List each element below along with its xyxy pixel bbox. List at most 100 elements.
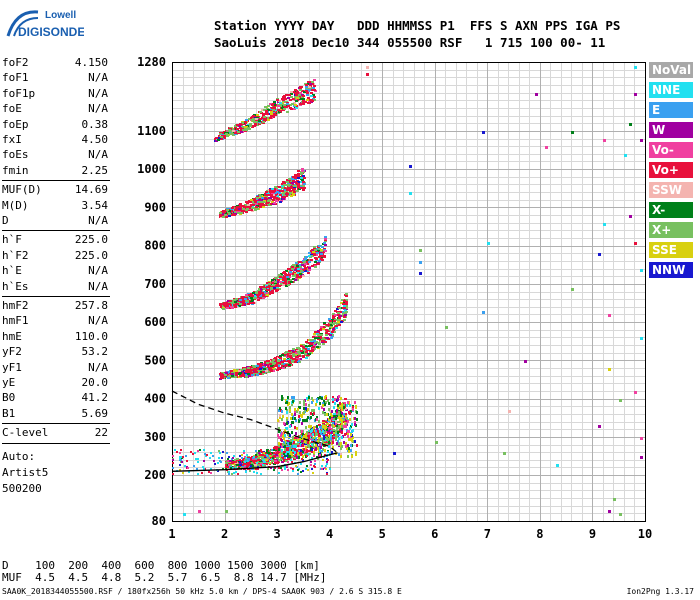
echo-point (308, 261, 311, 263)
echo-point (286, 353, 289, 355)
echo-point (238, 125, 241, 127)
echo-point (222, 451, 224, 453)
echo-point (306, 419, 308, 422)
echo-point (282, 193, 285, 195)
echo-point (347, 444, 349, 447)
echo-point (629, 123, 632, 126)
echo-point (342, 315, 345, 317)
echo-point (258, 450, 260, 452)
echo-point (296, 276, 299, 278)
echo-point (231, 214, 234, 216)
echo-point (258, 454, 261, 456)
echo-point (176, 451, 178, 453)
echo-point (278, 285, 281, 287)
echo-point (571, 288, 574, 291)
echo-point (339, 315, 342, 317)
echo-point (314, 266, 317, 268)
echo-point (619, 399, 622, 402)
echo-point (297, 358, 300, 360)
echo-point (287, 458, 290, 460)
echo-point (332, 432, 335, 434)
echo-point (350, 425, 352, 428)
echo-point (253, 471, 255, 473)
echo-point (330, 437, 332, 440)
echo-point (503, 452, 506, 455)
echo-point (278, 448, 280, 451)
echo-point (208, 471, 210, 473)
echo-point (291, 396, 293, 399)
echo-point (318, 439, 321, 441)
echo-point (222, 308, 225, 310)
param-row-mufd: MUF(D) 14.69 (2, 183, 108, 198)
echo-point (271, 199, 274, 201)
echo-point (257, 466, 259, 468)
echo-point (301, 430, 303, 433)
echo-point (249, 366, 252, 368)
echo-point (231, 375, 234, 377)
echo-point (325, 465, 327, 467)
echo-point (304, 268, 307, 270)
echo-point (311, 451, 313, 453)
echo-point (311, 468, 313, 470)
echo-point (307, 441, 309, 444)
echo-point (242, 300, 245, 302)
echo-point (329, 334, 332, 336)
echo-point (285, 274, 288, 276)
echo-point (344, 413, 347, 415)
echo-point (334, 398, 336, 401)
echo-point (251, 369, 254, 371)
echo-point (332, 446, 334, 449)
param-row-hme: hmE 110.0 (2, 330, 108, 345)
echo-point (312, 472, 314, 474)
echo-point (232, 130, 235, 132)
echo-point (334, 314, 337, 316)
echo-point (330, 413, 332, 416)
echo-point (279, 414, 281, 417)
echo-point (340, 321, 343, 323)
echo-point (217, 139, 220, 141)
echo-point (242, 373, 245, 375)
echo-point (286, 401, 288, 404)
echo-point (264, 361, 267, 363)
echo-point (293, 445, 295, 448)
echo-point (293, 102, 296, 104)
echo-point (311, 397, 313, 400)
echo-point (271, 201, 274, 203)
echo-point (220, 375, 223, 377)
echo-point (287, 187, 290, 189)
echo-point (281, 183, 284, 185)
echo-point (279, 453, 281, 456)
echo-point (292, 355, 295, 357)
echo-point (279, 281, 282, 283)
echo-point (335, 434, 338, 436)
echo-point (305, 446, 307, 449)
echo-point (312, 94, 315, 96)
echo-point (253, 368, 256, 370)
echo-point (248, 375, 251, 377)
echo-point (293, 358, 296, 360)
echo-point (267, 109, 270, 111)
echo-point (254, 297, 257, 299)
echo-point (261, 204, 264, 206)
echo-point (325, 434, 328, 436)
echo-point (277, 360, 280, 362)
header-line-1: Station YYYY DAY DDD HHMMSS P1 FFS S AXN… (214, 18, 621, 33)
param-separator (2, 296, 110, 297)
echo-point (272, 457, 274, 459)
echo-point (294, 185, 297, 187)
echo-point (290, 467, 292, 469)
echo-point (339, 311, 342, 313)
echo-point (292, 470, 294, 472)
echo-point (344, 398, 347, 400)
echo-point (266, 113, 269, 115)
echo-point (277, 367, 280, 369)
echo-point (267, 289, 270, 291)
echo-point (255, 450, 257, 452)
echo-point (301, 458, 303, 460)
echo-point (338, 437, 340, 440)
param-value: 257.8 (74, 299, 108, 312)
echo-point (236, 128, 239, 130)
echo-point (321, 337, 324, 339)
echo-point (355, 453, 357, 456)
echo-point (253, 121, 256, 123)
